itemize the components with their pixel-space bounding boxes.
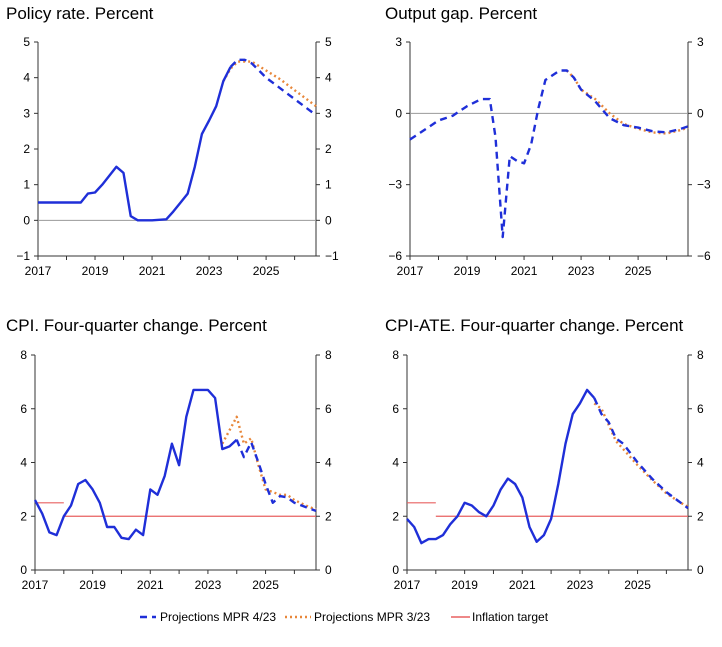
x-tick-label: 2017 [25, 264, 52, 278]
chart-panel-3: CPI. Four-quarter change. Percent 0 0 2 2 4 4 6… [6, 316, 332, 592]
y-tick-label-left: 0 [23, 213, 30, 227]
x-tick-label: 2025 [253, 264, 280, 278]
y-tick-label-left: 0 [20, 563, 27, 577]
x-tick-label: 2017 [394, 578, 421, 592]
legend-label: Inflation target [472, 610, 549, 624]
series-line-dot [565, 69, 689, 135]
y-tick-label-right: 0 [697, 563, 704, 577]
chart-title: CPI-ATE. Four-quarter change. Percent [385, 316, 684, 335]
y-tick-label-left: 8 [20, 348, 27, 362]
chart-title: CPI. Four-quarter change. Percent [6, 316, 267, 335]
x-tick-label: 2021 [137, 578, 164, 592]
series-line-solid [406, 388, 596, 545]
x-tick-label: 2017 [22, 578, 49, 592]
y-tick-label-left: 3 [23, 106, 30, 120]
y-tick-label-right: −6 [697, 249, 711, 263]
x-tick-label: 2023 [567, 578, 594, 592]
y-tick-label-left: 4 [23, 71, 30, 85]
y-tick-label-right: 2 [697, 509, 704, 523]
x-tick-label: 2019 [454, 264, 481, 278]
y-tick-label-left: 1 [23, 178, 30, 192]
series-line-dash [593, 397, 689, 510]
x-tick-label: 2021 [509, 578, 536, 592]
x-tick-label: 2021 [511, 264, 538, 278]
y-tick-label-right: 6 [697, 402, 704, 416]
y-tick-label-right: 0 [325, 563, 332, 577]
y-tick-label-left: 0 [392, 563, 399, 577]
y-tick-label-left: −6 [388, 249, 402, 263]
y-tick-label-left: −3 [388, 178, 402, 192]
y-tick-label-left: 0 [395, 106, 402, 120]
y-tick-label-right: 6 [325, 402, 332, 416]
legend-label: Projections MPR 4/23 [160, 610, 276, 624]
y-tick-label-right: 1 [325, 178, 332, 192]
y-tick-label-left: 2 [392, 509, 399, 523]
x-tick-label: 2025 [624, 578, 651, 592]
y-tick-label-right: 4 [325, 456, 332, 470]
y-tick-label-right: 8 [325, 348, 332, 362]
y-tick-label-left: 2 [23, 142, 30, 156]
series-line-dash [235, 439, 317, 513]
x-tick-label: 2021 [139, 264, 166, 278]
y-tick-label-left: 8 [392, 348, 399, 362]
legend: Projections MPR 4/23 Projections MPR 3/23… [140, 610, 549, 624]
x-tick-label: 2019 [79, 578, 106, 592]
y-tick-label-left: −1 [16, 249, 30, 263]
x-tick-label: 2017 [397, 264, 424, 278]
series-line-solid [38, 66, 232, 222]
legend-label: Projections MPR 3/23 [314, 610, 430, 624]
y-tick-label-left: 3 [395, 35, 402, 49]
series-line-solid [33, 388, 238, 541]
y-tick-label-left: 2 [20, 509, 27, 523]
y-tick-label-right: −1 [325, 249, 339, 263]
x-tick-label: 2023 [196, 264, 223, 278]
y-tick-label-left: 4 [20, 456, 27, 470]
series-line-dot [221, 415, 317, 511]
y-tick-label-left: 6 [392, 402, 399, 416]
y-tick-label-right: 0 [697, 106, 704, 120]
y-tick-label-right: 4 [325, 71, 332, 85]
y-tick-label-left: 5 [23, 35, 30, 49]
y-tick-label-right: 3 [697, 35, 704, 49]
y-tick-label-left: 4 [392, 456, 399, 470]
x-tick-label: 2025 [625, 264, 652, 278]
x-tick-label: 2023 [568, 264, 595, 278]
x-tick-label: 2019 [451, 578, 478, 592]
chart-title: Policy rate. Percent [6, 4, 154, 23]
y-tick-label-right: 4 [697, 456, 704, 470]
series-line-dot [222, 60, 317, 108]
y-tick-label-right: 2 [325, 142, 332, 156]
y-tick-label-left: 6 [20, 402, 27, 416]
y-tick-label-right: 2 [325, 509, 332, 523]
series-line-dash [409, 69, 689, 239]
y-tick-label-right: 5 [325, 35, 332, 49]
chart-panel-2: Output gap. Percent −6 −6 −3 −3 0 0 3 3 2017 2019 2… [385, 4, 711, 278]
chart-title: Output gap. Percent [385, 4, 537, 23]
x-tick-label: 2019 [82, 264, 109, 278]
series-line-dot [593, 402, 689, 508]
y-tick-label-right: 8 [697, 348, 704, 362]
x-tick-label: 2025 [252, 578, 279, 592]
y-tick-label-right: 0 [325, 213, 332, 227]
y-tick-label-right: 3 [325, 106, 332, 120]
series-line-dash [229, 58, 317, 117]
y-tick-label-right: −3 [697, 178, 711, 192]
chart-panel-1: Policy rate. Percent −1 −1 0 0 1 1 2 2 3 3 4 4 5 5 2017… [6, 4, 339, 278]
x-tick-label: 2023 [195, 578, 222, 592]
